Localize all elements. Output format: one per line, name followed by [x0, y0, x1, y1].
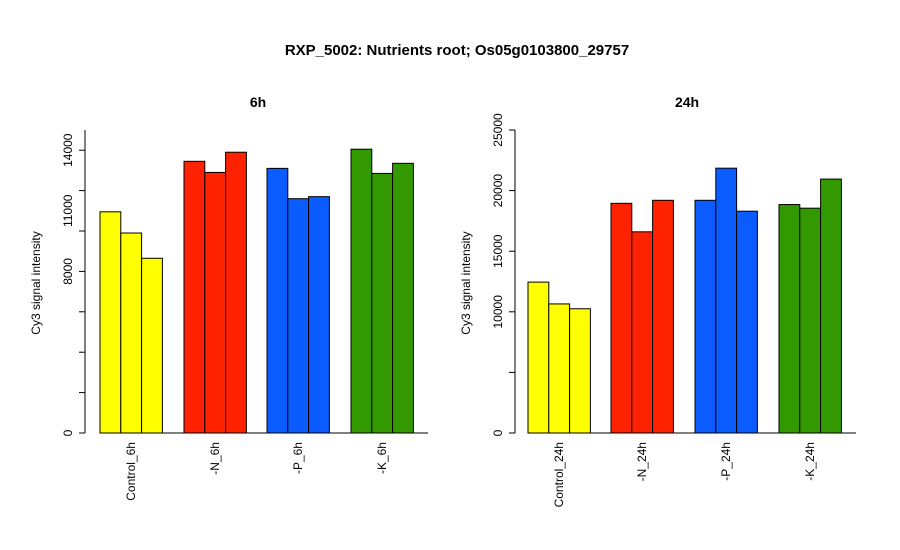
bar-0-2-2 [308, 196, 330, 434]
bar-0-3-2 [392, 162, 414, 434]
category-label-0-2: -P_6h [291, 442, 305, 474]
category-label-1-1: -N_24h [635, 442, 649, 481]
y-tick-label-0-14000: 14000 [61, 133, 75, 167]
bar-1-0-0 [527, 281, 550, 434]
y-tick-label-1-10000: 10000 [491, 295, 505, 329]
y-tick-label-1-25000: 25000 [491, 113, 505, 147]
figure-title: RXP_5002: Nutrients root; Os05g0103800_2… [285, 42, 629, 59]
bar-0-3-0 [350, 148, 373, 434]
y-axis-label-1: Cy3 signal intensity [459, 231, 473, 334]
bar-1-0-1 [548, 303, 571, 434]
y-tick-label-1-15000: 15000 [491, 234, 505, 268]
bar-1-1-0 [610, 202, 633, 434]
bar-1-2-0 [694, 199, 717, 434]
panel-title-0: 6h [250, 94, 266, 110]
bar-1-1-1 [631, 231, 654, 434]
bar-1-2-2 [736, 210, 758, 434]
bar-1-3-0 [778, 204, 801, 434]
y-tick-label-0-11000: 11000 [61, 194, 75, 227]
y-tick-label-0-8000: 8000 [61, 258, 75, 285]
category-label-1-2: -P_24h [719, 442, 733, 481]
bar-0-0-1 [120, 232, 143, 434]
y-tick-label-1-0: 0 [491, 429, 505, 436]
bar-1-2-1 [715, 167, 738, 434]
bar-0-2-1 [287, 198, 310, 434]
bar-0-3-1 [371, 172, 394, 434]
y-tick-label-0-0: 0 [61, 429, 75, 436]
bar-0-0-0 [99, 211, 122, 434]
bar-0-0-2 [141, 257, 163, 434]
bar-1-3-1 [799, 207, 822, 434]
y-axis-label-0: Cy3 signal intensity [29, 231, 43, 334]
category-label-1-0: Control_24h [552, 442, 566, 507]
category-label-1-3: -K_24h [803, 442, 817, 481]
bar-0-1-0 [183, 160, 206, 434]
bar-0-2-0 [266, 167, 289, 434]
category-label-0-0: Control_6h [124, 442, 138, 501]
panel-title-1: 24h [675, 94, 699, 110]
bar-1-3-2 [820, 178, 842, 434]
y-tick-label-1-20000: 20000 [491, 174, 505, 208]
bar-1-1-2 [652, 199, 674, 434]
category-label-0-3: -K_6h [375, 442, 389, 474]
bar-0-1-2 [225, 151, 247, 434]
bar-0-1-1 [204, 171, 227, 434]
bar-1-0-2 [569, 308, 591, 434]
category-label-0-1: -N_6h [208, 442, 222, 475]
